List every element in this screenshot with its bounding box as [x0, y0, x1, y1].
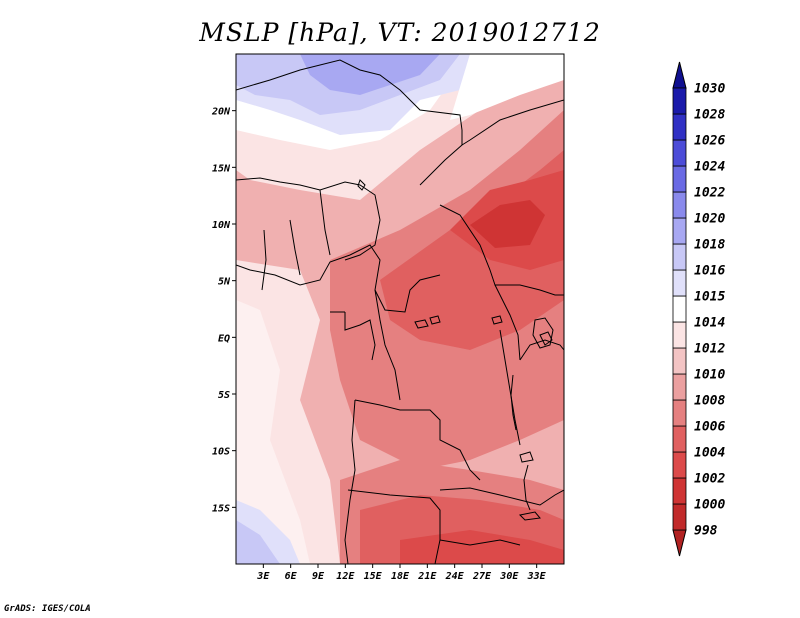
x-tick-label: 21E [417, 571, 437, 582]
colorbar-label: 1008 [694, 394, 725, 409]
lakes [357, 179, 554, 521]
y-tick-label: 10S [212, 447, 230, 458]
colorbar-label: 1028 [694, 108, 725, 123]
colorbar-label: 1026 [694, 134, 725, 149]
x-axis: 3E 6E 9E 12E 15E 18E 21E 24E 27E 30E 33E [256, 564, 547, 582]
colorbar-swatch [672, 477, 687, 505]
y-tick-label: 15S [212, 503, 230, 514]
colorbar-label: 1018 [694, 238, 725, 253]
colorbar-swatch [672, 139, 687, 167]
colorbar-extend-top [672, 61, 687, 89]
y-tick-label: 10N [212, 220, 231, 231]
y-tick-label: 20N [211, 107, 231, 118]
x-tick-label: 9E [312, 571, 325, 582]
colorbar-swatch [672, 347, 687, 375]
colorbar-label: 998 [694, 524, 718, 539]
colorbar-label: 1014 [694, 316, 725, 331]
colorbar-label: 1030 [694, 82, 725, 97]
x-tick-label: 33E [527, 571, 547, 582]
y-tick-label: 15N [212, 163, 231, 174]
colorbar-swatch [672, 451, 687, 479]
colorbar-label: 1000 [694, 498, 725, 513]
colorbar-extend-bottom [672, 529, 687, 557]
x-tick-label: 24E [445, 571, 465, 582]
colorbar-swatch [672, 503, 687, 531]
colorbar-swatch [672, 373, 687, 401]
colorbar-swatch [672, 295, 687, 323]
colorbar-swatch [672, 269, 687, 297]
colorbar-label: 1016 [694, 264, 725, 279]
x-tick-label: 12E [336, 571, 355, 582]
colorbar-swatch [672, 425, 687, 453]
y-tick-label: 5S [218, 390, 230, 401]
colorbar-swatch [672, 87, 687, 115]
colorbar-swatch [672, 165, 687, 193]
colorbar-label: 1024 [694, 160, 725, 175]
colorbar: 998 1000 1002 1004 1006 1008 1010 1012 1014 1015 1… [672, 61, 725, 557]
colorbar-swatch [672, 217, 687, 245]
colorbar-label: 1006 [694, 420, 725, 435]
colorbar-swatch [672, 113, 687, 141]
map-title: MSLP [hPa], VT: 2019012712 [199, 18, 601, 47]
colorbar-label: 1002 [694, 472, 725, 487]
x-tick-label: 30E [499, 571, 519, 582]
colorbar-label: 1022 [694, 186, 725, 201]
y-tick-label: 5N [218, 277, 231, 288]
colorbar-label: 1010 [694, 368, 725, 383]
colorbar-label: 1020 [694, 212, 725, 227]
colorbar-label: 1015 [694, 290, 725, 305]
grads-credit: GrADS: IGES/COLA [4, 604, 91, 614]
x-tick-label: 6E [285, 571, 298, 582]
country-borders [236, 59, 564, 564]
colorbar-swatch [672, 243, 687, 271]
colorbar-swatch [672, 321, 687, 349]
y-tick-label: EQ [218, 333, 230, 344]
x-tick-label: 18E [391, 571, 410, 582]
x-tick-label: 3E [256, 571, 270, 582]
colorbar-label: 1012 [694, 342, 725, 357]
x-tick-label: 15E [364, 571, 383, 582]
pressure-field [236, 54, 564, 564]
colorbar-label: 1004 [694, 446, 725, 461]
colorbar-swatch [672, 191, 687, 219]
y-axis: 20N 15N 10N 5N EQ 5S 10S 15S [211, 107, 236, 514]
colorbar-swatch [672, 399, 687, 427]
x-tick-label: 27E [472, 571, 492, 582]
